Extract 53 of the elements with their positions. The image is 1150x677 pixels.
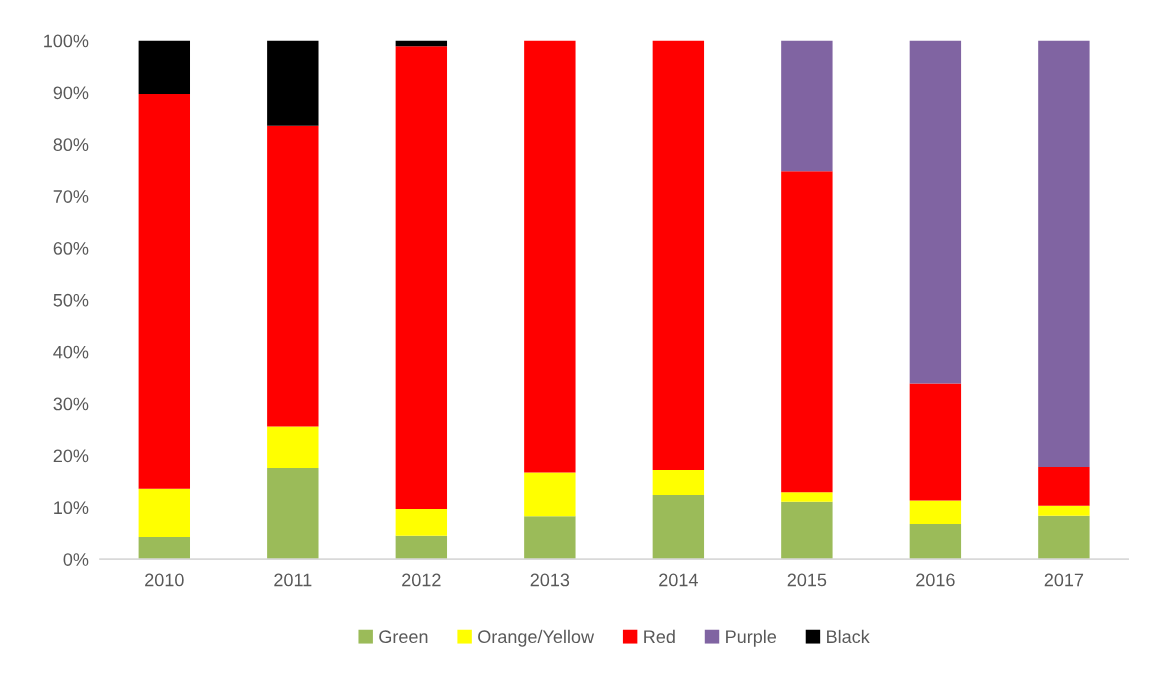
- y-tick-label: 30%: [53, 397, 89, 411]
- bar: [138, 94, 191, 489]
- bar: [781, 492, 833, 502]
- bar: [138, 488, 191, 537]
- bar: [267, 426, 319, 468]
- y-tick-label: 50%: [53, 293, 89, 307]
- bar: [395, 535, 448, 560]
- y-tick-label: 70%: [53, 190, 89, 203]
- bar: [909, 523, 962, 560]
- bar: [781, 40, 833, 172]
- x-tick-label: 2015: [787, 573, 827, 587]
- bar: [138, 536, 191, 560]
- bar: [267, 125, 319, 427]
- legend-label: Green: [379, 630, 428, 644]
- y-tick-label: 40%: [53, 345, 89, 359]
- bar: [1038, 505, 1090, 516]
- x-tick-label: 2011: [274, 573, 312, 587]
- bar: [652, 40, 705, 471]
- x-tick-label: 2012: [402, 573, 441, 587]
- bar: [781, 171, 833, 493]
- bar: [524, 516, 576, 560]
- x-tick-label: 2010: [145, 573, 184, 587]
- y-tick-label: 90%: [53, 86, 89, 100]
- y-tick-label: 20%: [53, 449, 89, 463]
- bar: [267, 40, 319, 126]
- legend-label: Purple: [726, 629, 777, 647]
- bar: [909, 40, 962, 384]
- y-tick-label: 100%: [44, 34, 89, 48]
- legend-label: Orange/Yellow: [478, 629, 595, 647]
- bar: [395, 508, 448, 536]
- bar: [652, 494, 705, 560]
- x-tick-label: 2017: [1044, 573, 1084, 587]
- y-tick-label: 80%: [53, 138, 89, 152]
- bar: [524, 472, 576, 517]
- bar: [652, 470, 705, 495]
- y-tick-label: 0%: [63, 553, 89, 566]
- x-tick-label: 2013: [530, 573, 570, 587]
- x-tick-label: 2014: [659, 573, 698, 587]
- y-tick-label: 60%: [53, 241, 89, 255]
- legend-label: Black: [827, 629, 870, 644]
- bar: [1038, 515, 1090, 560]
- bar: [781, 501, 833, 560]
- legend-label: Red: [644, 629, 675, 644]
- bar: [1038, 466, 1090, 506]
- bar: [395, 46, 448, 509]
- bar: [1038, 40, 1090, 467]
- bar: [909, 500, 962, 524]
- y-tick-label: 10%: [54, 501, 89, 515]
- bar: [267, 467, 319, 560]
- x-tick-label: 2016: [916, 573, 955, 587]
- bar: [138, 40, 191, 95]
- bar: [909, 383, 962, 501]
- bar: [524, 40, 576, 473]
